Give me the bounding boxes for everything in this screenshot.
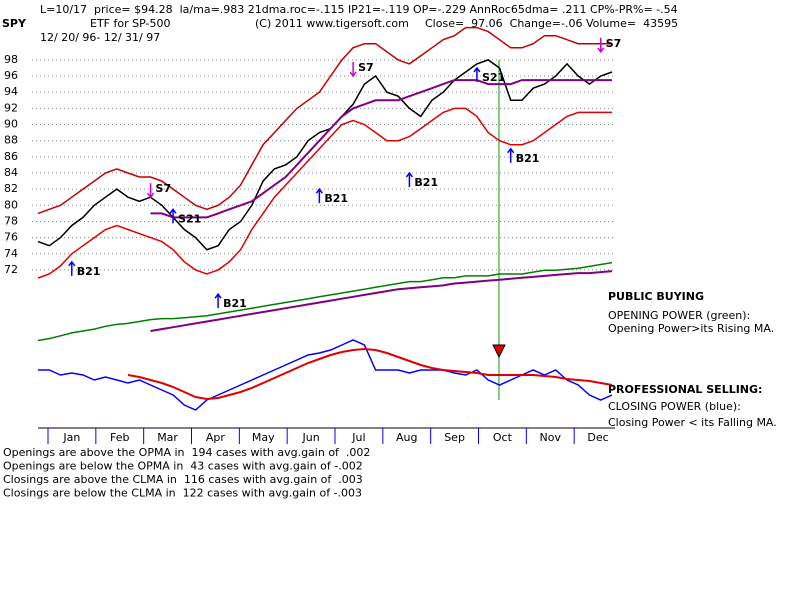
- series-line: [150, 270, 613, 332]
- series-line: [127, 347, 613, 401]
- signal-arrow: [68, 260, 76, 276]
- signal-arrow: [597, 37, 605, 54]
- stat-line: Openings are above the OPMA in 194 cases…: [3, 446, 370, 459]
- symbol: SPY: [2, 17, 27, 30]
- y-tick-label: 84: [4, 166, 18, 179]
- legend-note: PUBLIC BUYING: [608, 290, 704, 303]
- legend-note: OPENING POWER (green):: [608, 309, 750, 322]
- month-label: Jul: [351, 431, 365, 444]
- month-label: Jun: [301, 431, 319, 444]
- month-label: Aug: [396, 431, 417, 444]
- series-line: [37, 59, 613, 251]
- signal-label: B21: [77, 265, 101, 278]
- month-label: Sep: [444, 431, 465, 444]
- legend-note: Closing Power < its Falling MA.: [608, 416, 777, 429]
- signal-arrow: [349, 62, 357, 78]
- stat-line: Closings are above the CLMA in 116 cases…: [3, 473, 363, 486]
- signal-arrow: [405, 171, 414, 187]
- series-line: [38, 339, 613, 411]
- y-tick-label: 76: [4, 231, 18, 244]
- date-range: 12/ 20/ 96- 12/ 31/ 97: [40, 31, 160, 44]
- signal-label: S21: [482, 71, 505, 84]
- y-tick-label: 94: [4, 85, 18, 98]
- signal-label: B21: [223, 297, 247, 310]
- series-line: [37, 261, 613, 342]
- y-tick-label: 74: [4, 247, 18, 260]
- signal-arrow: [315, 187, 323, 204]
- signal-label: S7: [156, 182, 172, 195]
- marker-arrow: [492, 344, 506, 359]
- month-label: Nov: [540, 431, 562, 444]
- y-tick-label: 90: [4, 118, 18, 131]
- stat-line: Closings are below the CLMA in 122 cases…: [3, 487, 362, 500]
- y-tick-label: 80: [4, 198, 18, 211]
- legend-note: Opening Power>its Rising MA.: [608, 322, 774, 335]
- signal-arrow: [507, 147, 515, 163]
- series-line: [150, 79, 612, 219]
- y-tick-label: 72: [4, 263, 18, 276]
- month-label: May: [252, 431, 275, 444]
- legend-note: CLOSING POWER (blue):: [608, 400, 741, 413]
- month-label: Oct: [493, 431, 513, 444]
- series-line: [37, 107, 612, 279]
- legend-note: PROFESSIONAL SELLING:: [608, 383, 762, 396]
- signal-label: B21: [414, 176, 438, 189]
- y-tick-label: 88: [4, 134, 18, 147]
- y-tick-label: 86: [4, 150, 18, 163]
- fund-name: ETF for SP-500: [90, 17, 170, 30]
- month-label: Feb: [110, 431, 129, 444]
- series-line: [37, 26, 612, 215]
- y-tick-label: 92: [4, 101, 18, 114]
- y-tick-label: 96: [4, 69, 18, 82]
- y-tick-label: 98: [4, 53, 18, 66]
- month-label: Mar: [157, 431, 178, 444]
- month-label: Apr: [206, 431, 226, 444]
- signal-arrow: [214, 292, 222, 309]
- signal-label: B21: [516, 152, 540, 165]
- signal-arrow: [169, 208, 177, 224]
- signal-label: S7: [606, 37, 622, 50]
- month-label: Dec: [587, 431, 608, 444]
- signal-label: B21: [324, 192, 348, 205]
- quote: Close= 97.06 Change=-.06 Volume= 43595: [425, 17, 678, 30]
- copyright: (C) 2011 www.tigersoft.com: [255, 17, 409, 30]
- month-label: Jan: [62, 431, 80, 444]
- y-tick-label: 82: [4, 182, 18, 195]
- signal-arrow: [473, 66, 481, 82]
- signal-arrow: [146, 183, 155, 199]
- y-tick-label: 78: [4, 214, 18, 227]
- signal-label: S21: [178, 212, 201, 225]
- header-line: L=10/17 price= $94.28 la/ma=.983 21dma.r…: [40, 3, 678, 16]
- stat-line: Openings are below the OPMA in 43 cases …: [3, 460, 363, 473]
- signal-label: S7: [358, 61, 374, 74]
